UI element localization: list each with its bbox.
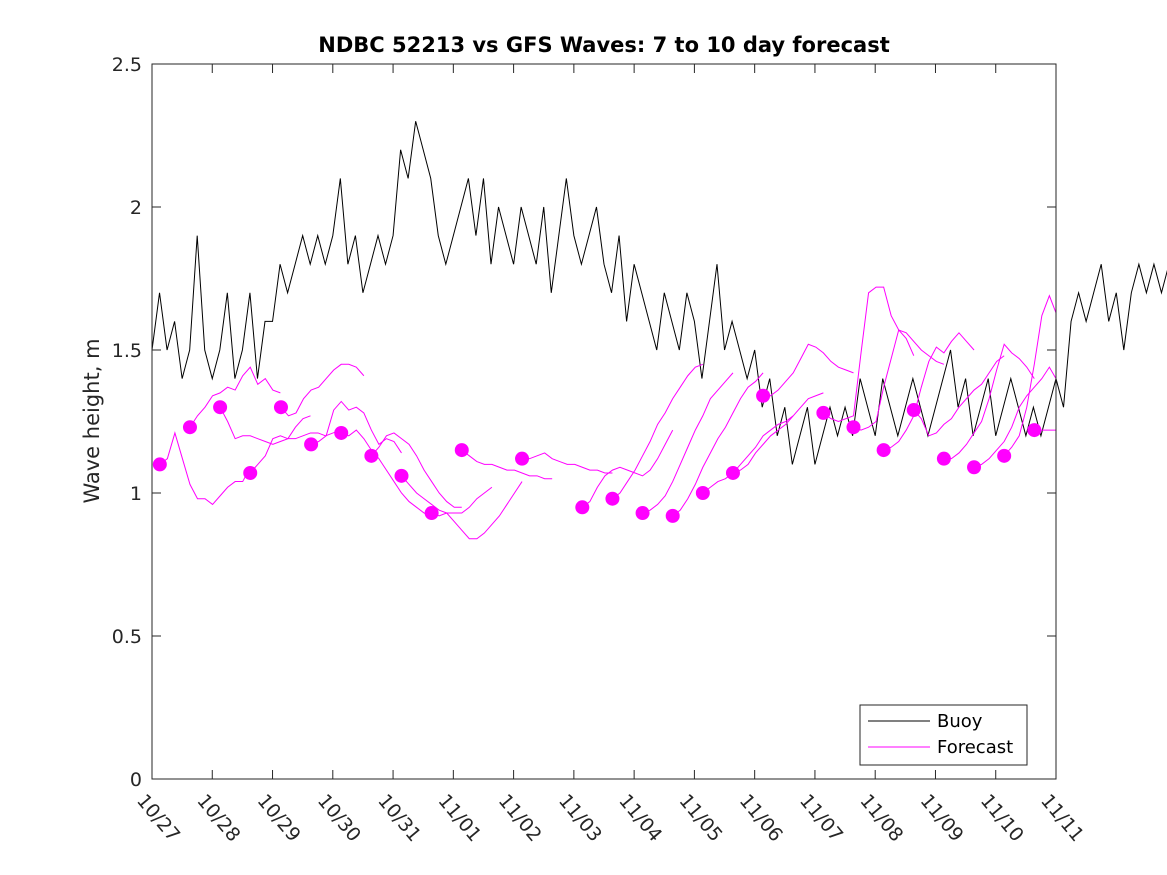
forecast-start-marker [152, 457, 167, 472]
forecast-start-marker [454, 443, 469, 458]
forecast-line [973, 366, 1057, 468]
forecast-start-marker [182, 420, 197, 435]
forecast-line [642, 372, 734, 514]
chart-title: NDBC 52213 vs GFS Waves: 7 to 10 day for… [318, 33, 889, 57]
forecast-run [454, 443, 553, 480]
y-axis-label: Wave height, m [80, 338, 104, 503]
forecast-start-marker [695, 486, 710, 500]
forecast-run [152, 431, 251, 506]
forecast-run [304, 400, 402, 454]
forecast-run [1027, 423, 1056, 438]
forecast-line [370, 432, 462, 508]
forecast-line [943, 343, 1035, 460]
y-tick-label: 1 [130, 483, 142, 505]
forecast-start-marker [876, 443, 891, 458]
forecast-start-marker [605, 491, 620, 506]
legend-box [859, 704, 1028, 766]
forecast-start-marker [967, 460, 982, 475]
forecast-start-marker [424, 506, 439, 521]
forecast-line [702, 415, 794, 494]
forecast-run [906, 355, 1005, 437]
forecast-start-marker [725, 465, 740, 480]
forecast-run [725, 392, 824, 480]
legend-buoy-label: Buoy [937, 711, 983, 732]
buoy-line [151, 121, 1167, 465]
forecast-line [672, 372, 764, 517]
forecast-run [364, 432, 462, 508]
forecast-start-marker [816, 405, 831, 420]
y-tick-label: 0.5 [112, 626, 142, 648]
forecast-start-marker [756, 388, 771, 403]
forecast-line [763, 343, 854, 397]
forecast-run [334, 425, 432, 517]
forecast-run [182, 366, 281, 435]
forecast-start-marker [394, 468, 409, 483]
forecast-start-marker [635, 506, 650, 521]
legend-forecast-label: Forecast [937, 737, 1013, 758]
axes [151, 63, 1057, 780]
y-tick-label: 0 [130, 769, 142, 791]
forecast-run [575, 429, 674, 515]
forecast-start-marker [243, 465, 258, 480]
forecast-line [341, 429, 432, 517]
forecast-line [581, 429, 674, 508]
forecast-start-marker [364, 448, 379, 463]
forecast-run [695, 415, 794, 500]
forecast-start-marker [213, 400, 228, 415]
y-tick-label: 2.5 [112, 54, 142, 76]
forecast-run [665, 372, 764, 523]
forecast-run [635, 372, 734, 521]
forecast-line [883, 332, 975, 451]
forecast-run [515, 451, 613, 474]
forecast-line [461, 449, 553, 480]
forecast-run [273, 363, 365, 417]
forecast-start-marker [273, 400, 288, 415]
forecast-start-marker [906, 403, 921, 418]
legend: Buoy Forecast [859, 704, 1028, 766]
forecast-line [732, 392, 824, 474]
forecast-run [967, 366, 1057, 475]
forecast-start-marker [1027, 423, 1042, 438]
axes-box [151, 63, 1057, 780]
forecast-run [876, 332, 975, 458]
forecast-run [846, 329, 945, 435]
forecast-run [213, 400, 311, 445]
forecast-start-marker [997, 448, 1012, 463]
forecast-start-marker [515, 451, 530, 466]
forecast-start-marker [304, 437, 319, 452]
forecast-run [605, 363, 704, 506]
forecast-line [853, 329, 945, 431]
y-tick-label: 2 [130, 197, 142, 219]
forecast-series [152, 286, 1057, 540]
forecast-line [219, 406, 311, 445]
forecast-run [424, 481, 523, 540]
forecast-line [310, 400, 402, 454]
buoy-series [151, 121, 1167, 465]
forecast-run [936, 343, 1035, 466]
forecast-start-marker [665, 508, 680, 523]
forecast-start-marker [846, 420, 861, 435]
forecast-start-marker [575, 500, 590, 515]
forecast-line [159, 431, 251, 506]
y-tick-label: 1.5 [112, 340, 142, 362]
forecast-line [431, 481, 523, 540]
forecast-line [189, 366, 281, 428]
forecast-start-marker [334, 425, 349, 440]
forecast-start-marker [936, 451, 951, 466]
forecast-line [280, 363, 365, 417]
forecast-line [522, 452, 613, 474]
forecast-line [612, 363, 704, 500]
forecast-line [913, 355, 1005, 437]
forecast-run [756, 343, 854, 403]
y-ticks: 0 0.5 1 1.5 2 2.5 [112, 54, 1056, 791]
plot-area [152, 64, 1056, 779]
